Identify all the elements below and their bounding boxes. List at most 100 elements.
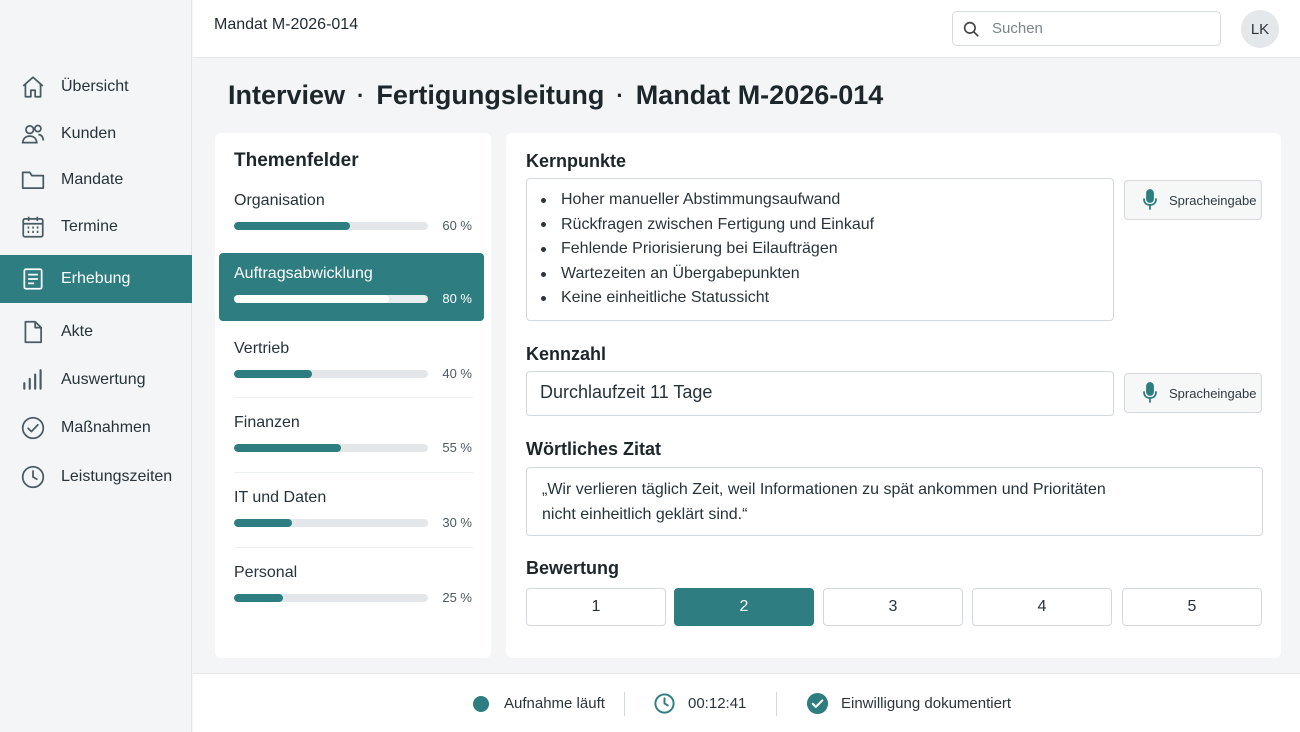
avatar[interactable]: LK (1241, 10, 1279, 48)
bewertung-label: Bewertung (526, 558, 620, 578)
divider (624, 692, 625, 716)
timer-value: 00:12:41 (688, 695, 747, 712)
divider (234, 472, 473, 473)
list-item: Keine einheitliche Statussicht (541, 286, 1113, 311)
rating-option-2[interactable]: 2 (674, 588, 814, 626)
topic-label: Finanzen (234, 414, 300, 431)
voice-input-button[interactable]: Spracheingabe (1124, 373, 1262, 413)
topic-auftragsabwicklung[interactable]: Auftragsabwicklung 80 % (219, 253, 484, 321)
topic-label: IT und Daten (234, 489, 327, 506)
status-bar: Aufnahme läuft 00:12:41 Einwilligung dok… (193, 673, 1300, 732)
kernpunkte-list: Hoher manueller Abstimmungsaufwand Rückf… (527, 179, 1113, 311)
progress-percent: 55 % (442, 440, 472, 455)
search-box[interactable] (952, 11, 1221, 46)
kernpunkte-field[interactable]: Hoher manueller Abstimmungsaufwand Rückf… (526, 178, 1114, 321)
topics-panel: Themenfelder Organisation 60 % Auftragsa… (215, 133, 491, 658)
sidebar-item-kunden[interactable]: Kunden (0, 111, 192, 157)
sidebar-item-label: Maßnahmen (61, 419, 151, 436)
voice-input-button[interactable]: Spracheingabe (1124, 180, 1262, 220)
list-item: Wartezeiten an Übergabepunkten (541, 262, 1113, 287)
microphone-icon (1143, 189, 1157, 210)
sidebar-item-auswertung[interactable]: Auswertung (0, 357, 192, 403)
kernpunkte-label: Kernpunkte (526, 151, 627, 171)
topic-it-und-daten[interactable]: IT und Daten 30 % (219, 489, 484, 557)
topics-heading: Themenfelder (234, 150, 359, 171)
sidebar: Übersicht Kunden Mandate Termine Erhebun… (0, 0, 192, 732)
folder-icon (21, 171, 45, 189)
clock-icon (21, 465, 45, 489)
topic-label: Vertrieb (234, 340, 290, 357)
home-icon (22, 76, 44, 98)
list-item: Rückfragen zwischen Fertigung und Einkau… (541, 213, 1113, 238)
progress-fill (234, 222, 351, 230)
zitat-field[interactable]: „Wir verlieren täglich Zeit, weil Inform… (526, 467, 1263, 536)
page-title-part: Interview (228, 80, 346, 110)
header-title: Mandat M-2026-014 (214, 16, 359, 33)
kennzahl-field[interactable]: Durchlaufzeit 11 Tage (526, 371, 1114, 416)
rating-option-4[interactable]: 4 (972, 588, 1112, 626)
users-icon (21, 124, 45, 144)
page-title-part: Fertigungsleitung (376, 80, 605, 110)
title-separator: · (616, 82, 624, 108)
calendar-icon (22, 216, 44, 238)
page-title-part: Mandat M-2026-014 (635, 80, 884, 110)
progress-fill (234, 444, 341, 452)
recording-dot-icon (473, 695, 489, 712)
rating-option-1[interactable]: 1 (526, 588, 666, 626)
list-item: Hoher manueller Abstimmungsaufwand (541, 188, 1113, 213)
progress-fill (234, 594, 283, 602)
title-separator: · (357, 82, 365, 108)
bar-chart-icon (23, 369, 42, 390)
zitat-label: Wörtliches Zitat (526, 439, 662, 459)
progress-percent: 80 % (442, 291, 472, 306)
search-icon (963, 21, 979, 37)
recording-label: Aufnahme läuft (504, 695, 605, 712)
sidebar-item-label: Übersicht (61, 78, 129, 95)
progress-bar (234, 594, 428, 602)
rating-option-5[interactable]: 5 (1122, 588, 1262, 626)
progress-fill (234, 370, 312, 378)
divider (234, 397, 473, 398)
consent-status: Einwilligung dokumentiert (806, 674, 1011, 732)
sidebar-item-label: Mandate (61, 171, 124, 188)
sidebar-item-erhebung[interactable]: Erhebung (0, 255, 192, 303)
rating-option-3[interactable]: 3 (823, 588, 963, 626)
clock-icon (654, 693, 675, 714)
progress-bar (234, 444, 428, 452)
form-icon (23, 268, 43, 290)
topic-personal[interactable]: Personal 25 % (219, 564, 484, 632)
kennzahl-value: Durchlaufzeit 11 Tage (540, 382, 713, 402)
topic-finanzen[interactable]: Finanzen 55 % (219, 414, 484, 482)
topic-vertrieb[interactable]: Vertrieb 40 % (219, 340, 484, 408)
sidebar-item-mandate[interactable]: Mandate (0, 157, 192, 203)
progress-fill (234, 295, 390, 303)
sidebar-item-termine[interactable]: Termine (0, 204, 192, 250)
progress-bar (234, 370, 428, 378)
top-header: Mandat M-2026-014 LK (193, 0, 1300, 58)
recording-status: Aufnahme läuft (473, 674, 605, 732)
sidebar-item-uebersicht[interactable]: Übersicht (0, 64, 192, 110)
search-input[interactable] (992, 20, 1192, 37)
divider (776, 692, 777, 716)
progress-bar (234, 295, 428, 303)
progress-percent: 25 % (442, 590, 472, 605)
check-circle-icon (806, 692, 829, 715)
sidebar-item-label: Termine (61, 218, 118, 235)
progress-percent: 30 % (442, 515, 472, 530)
topic-organisation[interactable]: Organisation 60 % (219, 192, 484, 260)
microphone-icon (1143, 382, 1157, 403)
list-item: Fehlende Priorisierung bei Eilaufträgen (541, 237, 1113, 262)
sidebar-item-label: Auswertung (61, 371, 146, 388)
kennzahl-label: Kennzahl (526, 344, 607, 364)
sidebar-item-massnahmen[interactable]: Maßnahmen (0, 405, 192, 451)
page-title: Interview · Fertigungsleitung · Mandat M… (228, 80, 883, 111)
sidebar-item-akte[interactable]: Akte (0, 309, 192, 355)
voice-button-label: Spracheingabe (1169, 385, 1257, 401)
progress-percent: 60 % (442, 218, 472, 233)
progress-bar (234, 519, 428, 527)
sidebar-item-label: Leistungszeiten (61, 468, 173, 485)
progress-percent: 40 % (442, 366, 472, 381)
timer-status: 00:12:41 (653, 674, 746, 732)
sidebar-item-leistungszeiten[interactable]: Leistungszeiten (0, 454, 192, 500)
topic-label: Auftragsabwicklung (234, 265, 373, 282)
